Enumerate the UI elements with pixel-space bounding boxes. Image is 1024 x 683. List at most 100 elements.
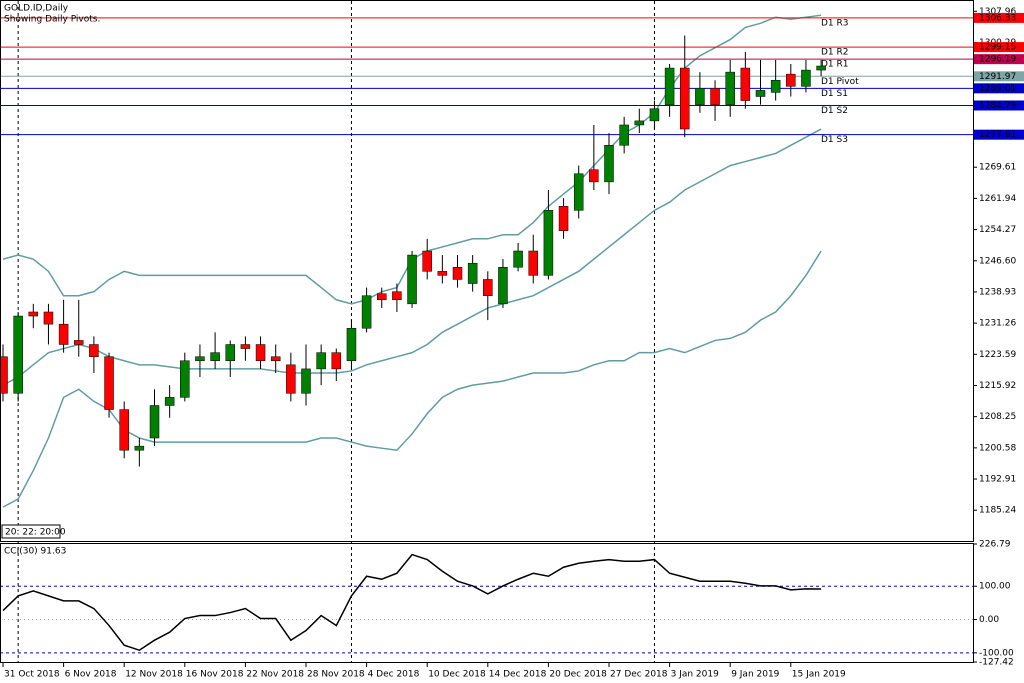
- pivot-value: 1291.97: [979, 72, 1016, 82]
- candle-body: [392, 291, 402, 301]
- y-tick-label: 226.79: [979, 540, 1011, 550]
- pivot-value-box: [974, 12, 1024, 23]
- candle-body: [149, 405, 160, 439]
- candle-body: [467, 262, 478, 284]
- y-tick-label: -100.00: [979, 648, 1014, 658]
- candle-body: [740, 67, 751, 101]
- y-tick-label: 1200.58: [979, 443, 1016, 453]
- candle-body: [710, 88, 720, 105]
- candle-body: [43, 311, 54, 325]
- candle-body: [604, 145, 614, 183]
- candle-body: [573, 173, 584, 211]
- pivot-label: D1 R3: [821, 18, 849, 28]
- candle-body: [786, 73, 796, 87]
- candle-body: [301, 368, 311, 394]
- y-tick-label: 0.00: [979, 615, 999, 625]
- pivot-value-box: [974, 42, 1024, 53]
- candle-body: [649, 108, 660, 122]
- x-tick-label: 14 Dec 2018: [489, 670, 547, 680]
- candle-body: [498, 267, 508, 305]
- cci-frame: [0, 543, 974, 663]
- x-tick-label: 31 Oct 2018: [4, 670, 60, 680]
- candle-body: [680, 67, 690, 130]
- x-tick-label: 27 Dec 2018: [610, 670, 668, 680]
- candle-body: [58, 323, 69, 345]
- candle-body: [543, 210, 554, 276]
- time-label: 20: 22: 20:00: [5, 528, 66, 538]
- candle-body: [407, 254, 417, 305]
- y-tick-label: 1215.92: [979, 381, 1016, 391]
- candle-body: [210, 352, 220, 362]
- candle-body: [361, 295, 372, 329]
- candle-body: [664, 67, 675, 105]
- candle-body: [331, 352, 342, 370]
- candle-body: [437, 271, 448, 276]
- y-tick-label: 100.00: [979, 582, 1011, 592]
- candle-body: [164, 397, 175, 406]
- candle-body: [589, 169, 599, 183]
- x-tick-label: 28 Nov 2018: [307, 670, 365, 680]
- candle-body: [286, 364, 296, 394]
- candle-body: [452, 267, 463, 280]
- candle-body: [0, 356, 8, 394]
- candle-body: [770, 79, 781, 93]
- candle-body: [634, 120, 645, 126]
- y-tick-label: 1192.91: [979, 475, 1016, 485]
- candle-body: [225, 344, 235, 362]
- candle-body: [725, 71, 735, 105]
- y-tick-label: 1254.27: [979, 225, 1016, 235]
- candle-body: [801, 69, 811, 87]
- x-tick-label: 4 Dec 2018: [368, 670, 420, 680]
- y-tick-label: 1185.24: [979, 506, 1016, 516]
- pivot-value-box: [974, 129, 1024, 140]
- candle-body: [270, 356, 281, 362]
- candle-body: [346, 327, 357, 362]
- pivot-value: 1299.15: [979, 43, 1016, 53]
- candle-body: [695, 88, 705, 105]
- chart-subtitle: Showing Daily Pivots.: [4, 15, 100, 25]
- x-tick-label: 20 Dec 2018: [549, 670, 607, 680]
- candle-body: [180, 360, 190, 398]
- pivot-label: D1 S1: [821, 89, 848, 99]
- x-tick-label: 3 Jan 2019: [671, 670, 719, 680]
- x-tick-label: 9 Jan 2019: [731, 670, 779, 680]
- candle-body: [513, 250, 523, 268]
- candle-body: [240, 344, 251, 349]
- candle-body: [13, 315, 23, 394]
- band-middle: [2, 128, 822, 386]
- chart-title: GOLD.ID,Daily: [4, 4, 69, 14]
- candle-body: [816, 65, 826, 71]
- candle-body: [28, 311, 39, 317]
- y-tick-label: 1231.26: [979, 319, 1016, 329]
- pivot-value-box: [974, 71, 1024, 82]
- x-tick-label: 6 Nov 2018: [65, 670, 117, 680]
- y-tick-label: 1223.59: [979, 350, 1016, 360]
- y-tick-label: -127.42: [979, 658, 1014, 668]
- y-tick-label: 1261.94: [979, 194, 1016, 204]
- candle-body: [316, 352, 326, 370]
- y-tick-label: 1269.61: [979, 163, 1016, 173]
- pivot-value: 1296.19: [979, 55, 1016, 65]
- candle-body: [74, 340, 84, 345]
- cci-title: CCI(30) 91.63: [4, 547, 66, 557]
- pivot-value: 1277.61: [979, 130, 1016, 140]
- x-tick-label: 15 Jan 2019: [792, 670, 846, 680]
- candle-body: [89, 344, 99, 357]
- y-tick-label: 1208.25: [979, 412, 1016, 422]
- candle-body: [119, 409, 129, 451]
- candle-body: [195, 356, 205, 362]
- time-box: [1, 524, 61, 539]
- candle-body: [422, 250, 432, 272]
- x-tick-label: 12 Nov 2018: [125, 670, 183, 680]
- y-tick-label: 1307.96: [979, 7, 1016, 17]
- main-frame: [0, 0, 974, 542]
- pivot-value: 1289.01: [979, 84, 1016, 94]
- candle-body: [528, 250, 538, 276]
- candle-body: [619, 124, 629, 146]
- x-tick-label: 10 Dec 2018: [428, 670, 486, 680]
- pivot-label: D1 S2: [821, 106, 848, 116]
- pivot-value-box: [974, 54, 1024, 65]
- candle-body: [104, 356, 114, 410]
